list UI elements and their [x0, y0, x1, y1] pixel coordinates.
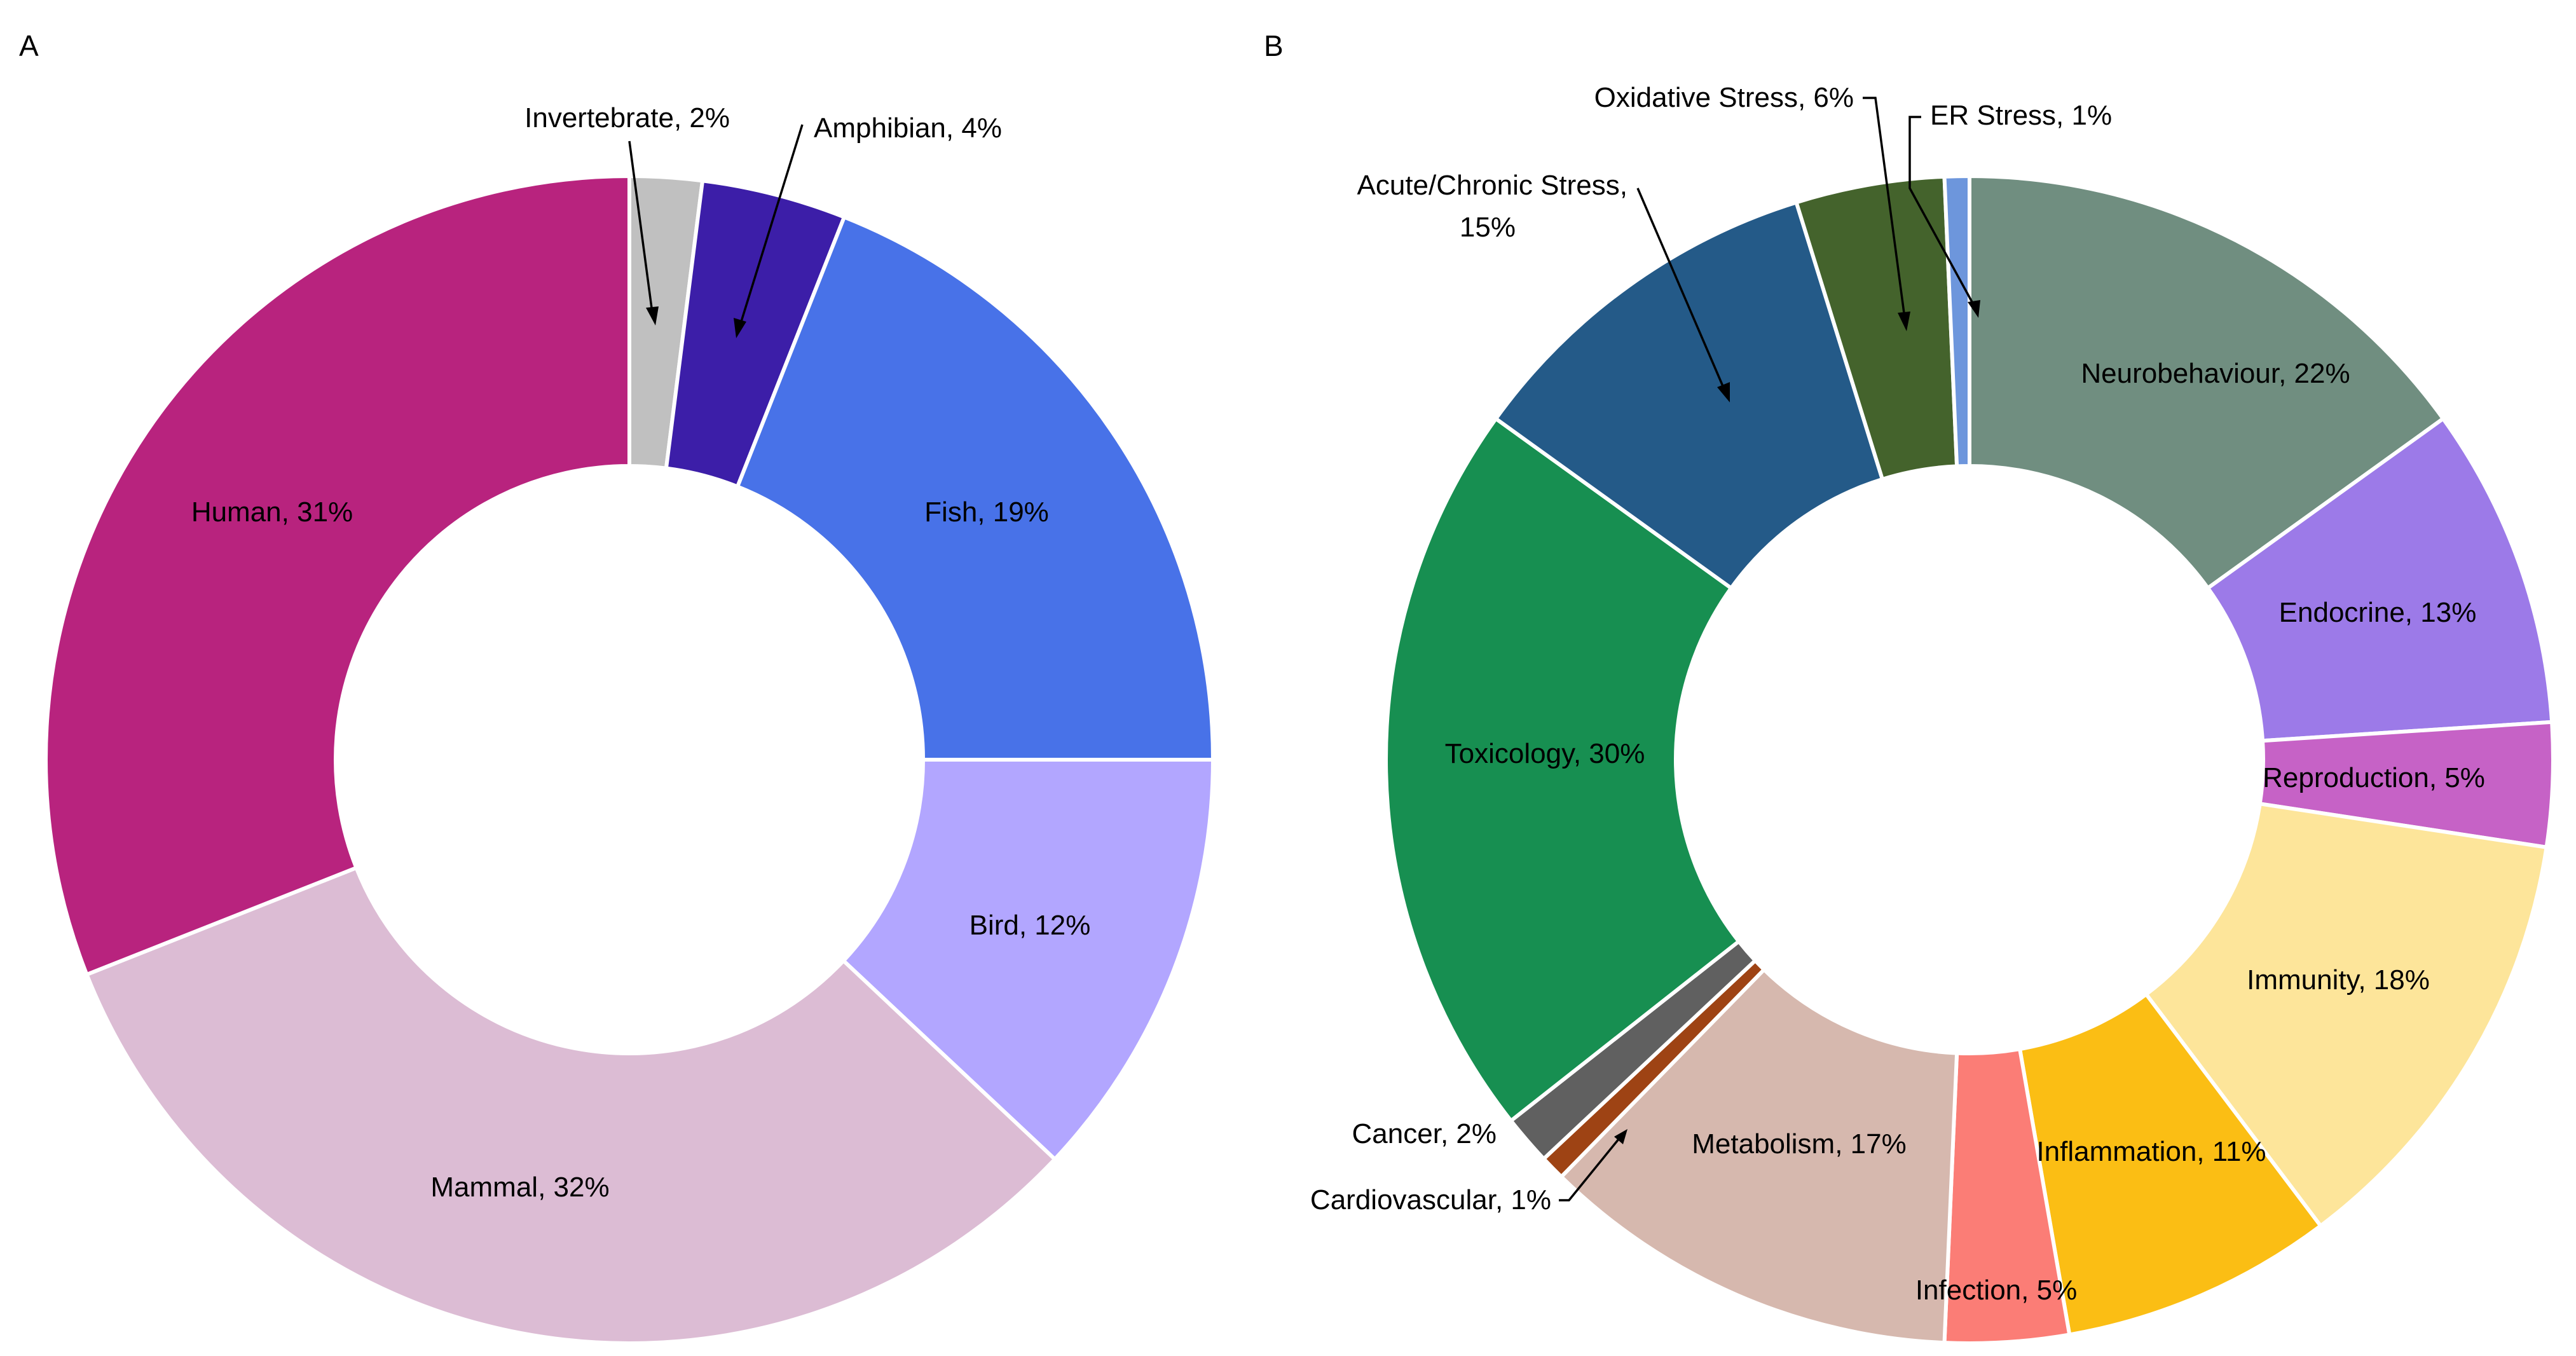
donut-chart-research-areas: B Neurobehaviour, 22% Endocrine, 13% Rep…: [1264, 29, 2555, 1345]
arrowhead-cardiovascular: [1614, 1129, 1627, 1144]
slice-label-cardiovascular: Cardiovascular, 1%: [1310, 1184, 1551, 1216]
slice-label-invertebrate: Invertebrate, 2%: [524, 102, 730, 134]
slice-label-neurobehaviour: Neurobehaviour, 22%: [2081, 358, 2350, 389]
slice-mammal: [84, 865, 1058, 1345]
slice-label-acute-chronic-stress-pct: 15%: [1460, 212, 1516, 243]
slice-bird: [840, 758, 1216, 1162]
slice-toxicology: [1384, 416, 1742, 1124]
panel-label-a: A: [19, 29, 39, 62]
slice-label-er-stress: ER Stress, 1%: [1930, 100, 2112, 131]
leader-lines-species: [628, 124, 804, 338]
slice-endocrine: [2205, 416, 2554, 743]
leader-line-cardiovascular: [1559, 1138, 1620, 1202]
arrowhead-acute-chronic-stress: [1717, 382, 1730, 402]
slice-label-cancer: Cancer, 2%: [1352, 1118, 1497, 1149]
arrowhead-oxidative-stress: [1898, 312, 1910, 331]
leader-line-acute-chronic-stress: [1636, 188, 1725, 390]
slice-label-fish: Fish, 19%: [924, 497, 1049, 528]
slice-label-mammal: Mammal, 32%: [430, 1172, 609, 1203]
panel-label-b: B: [1264, 29, 1284, 62]
leader-line-oxidative-stress: [1863, 97, 1906, 318]
arrowhead-amphibian: [734, 318, 746, 338]
slice-fish: [735, 214, 1216, 762]
leader-lines-research-areas: [1559, 97, 1980, 1202]
slices-research-areas: [1384, 174, 2555, 1345]
slices-species: [44, 174, 1216, 1345]
slice-inflammation: [2017, 991, 2324, 1337]
slice-label-amphibian: Amphibian, 4%: [814, 113, 1002, 144]
donut-chart-species: A Invertebrate, 2% Amphibian, 4% Fish, 1…: [19, 29, 1216, 1345]
labels-research-areas: Neurobehaviour, 22% Endocrine, 13% Repro…: [1310, 82, 2485, 1306]
slice-neurobehaviour: [1968, 174, 2446, 591]
slice-er-stress: [1942, 174, 1971, 469]
slice-label-inflammation: Inflammation, 11%: [2036, 1136, 2266, 1167]
slice-metabolism: [1558, 966, 1959, 1345]
slice-label-acute-chronic-stress: Acute/Chronic Stress,: [1357, 170, 1628, 201]
slice-label-oxidative-stress: Oxidative Stress, 6%: [1594, 82, 1854, 113]
slice-label-human: Human, 31%: [191, 497, 353, 528]
leader-line-invertebrate: [628, 140, 654, 313]
slice-label-reproduction: Reproduction, 5%: [2263, 762, 2485, 793]
slice-label-infection: Infection, 5%: [1915, 1275, 2077, 1306]
slice-label-immunity: Immunity, 18%: [2247, 964, 2430, 996]
arrowhead-invertebrate: [646, 306, 659, 325]
slice-label-bird: Bird, 12%: [969, 910, 1091, 941]
leader-line-amphibian: [739, 124, 804, 326]
leader-line-er-stress: [1908, 116, 1977, 310]
labels-species: Invertebrate, 2% Amphibian, 4% Fish, 19%…: [191, 102, 1091, 1203]
slice-label-endocrine: Endocrine, 13%: [2279, 597, 2477, 628]
slice-label-toxicology: Toxicology, 30%: [1445, 738, 1645, 769]
slice-immunity: [2143, 801, 2549, 1229]
slice-label-metabolism: Metabolism, 17%: [1692, 1128, 1906, 1160]
slice-human: [44, 174, 631, 977]
slice-acute-chronic-stress: [1493, 200, 1885, 591]
arrowhead-er-stress: [1968, 300, 1980, 318]
